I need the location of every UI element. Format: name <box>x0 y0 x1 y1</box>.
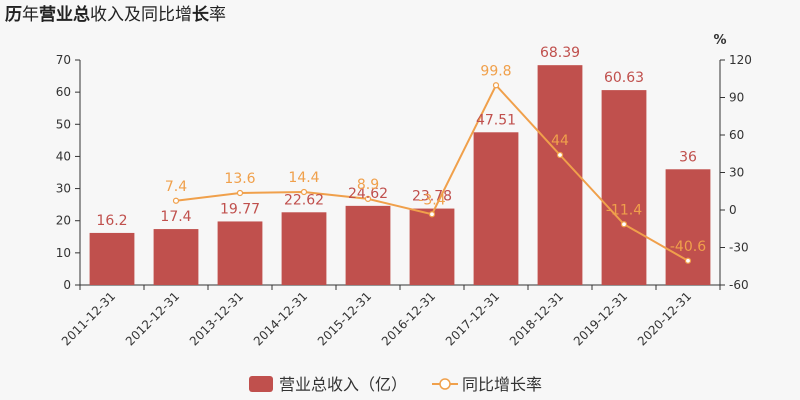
title-part: 历 <box>5 5 22 25</box>
x-tick-label: 2014-12-31 <box>251 289 310 348</box>
left-tick-label: 0 <box>63 278 71 292</box>
growth-point <box>364 195 372 202</box>
growth-point <box>492 82 500 89</box>
right-tick-label: 90 <box>729 91 744 105</box>
bar-value-label: 60.63 <box>604 70 644 86</box>
right-tick-label: 60 <box>729 128 744 142</box>
bar-value-label: 17.4 <box>160 209 191 225</box>
left-tick-label: 20 <box>56 214 71 228</box>
growth-value-label: 14.4 <box>288 170 319 186</box>
left-tick-label: 60 <box>56 85 71 99</box>
bar-value-label: 24.62 <box>348 186 388 202</box>
x-tick-label: 2020-12-31 <box>635 289 694 348</box>
right-axis-unit: % <box>713 33 726 48</box>
x-tick-label: 2016-12-31 <box>379 289 438 348</box>
left-tick-label: 70 <box>56 53 71 67</box>
bar <box>281 212 327 285</box>
bar-value-label: 36 <box>679 149 697 165</box>
bar <box>153 229 199 285</box>
bar-value-label: 23.78 <box>412 189 452 205</box>
growth-value-label: -11.4 <box>606 202 642 218</box>
x-tick-label: 2013-12-31 <box>187 289 246 348</box>
legend-bar-label: 营业总收入（亿） <box>279 375 407 394</box>
x-tick-label: 2018-12-31 <box>507 289 566 348</box>
bar-value-label: 68.39 <box>540 45 580 61</box>
bar-value-label: 22.62 <box>284 192 324 208</box>
growth-value-label: 7.4 <box>165 179 187 195</box>
bar <box>665 169 711 285</box>
growth-point <box>428 211 436 218</box>
x-tick-label: 2011-12-31 <box>59 289 118 348</box>
growth-value-label: -40.6 <box>670 239 706 255</box>
x-tick-label: 2015-12-31 <box>315 289 374 348</box>
right-tick-label: 0 <box>729 203 737 217</box>
bar-value-label: 47.51 <box>476 112 516 128</box>
bar <box>601 90 647 285</box>
bar <box>409 208 455 285</box>
right-tick-label: -30 <box>729 241 749 255</box>
bar-value-label: 19.77 <box>220 201 260 217</box>
title-part: 长 <box>192 4 210 25</box>
x-tick-label: 2019-12-31 <box>571 289 630 348</box>
plot-area: 0 10 20 30 40 50 60 70 -60 -30 0 30 60 90 120% 2011-12-… <box>56 33 752 394</box>
bar <box>345 205 391 285</box>
growth-value-label: 99.8 <box>480 63 511 79</box>
x-tick-label: 2012-12-31 <box>123 289 182 348</box>
right-tick-label: 30 <box>729 166 744 180</box>
bar <box>217 221 263 285</box>
title-part: 营业总 <box>39 4 90 25</box>
growth-point <box>236 189 244 197</box>
growth-point <box>300 188 308 196</box>
bar-value-label: 16.2 <box>96 213 127 229</box>
growth-value-label: 44 <box>551 133 569 149</box>
left-tick-label: 10 <box>56 246 71 260</box>
growth-point <box>172 197 180 204</box>
x-tick-label: 2017-12-31 <box>443 289 502 348</box>
bar <box>473 132 519 285</box>
left-tick-label: 30 <box>56 182 71 196</box>
legend-line-marker <box>439 378 451 390</box>
title-part: 年 <box>22 5 39 25</box>
left-tick-label: 50 <box>56 117 71 131</box>
right-tick-label: -60 <box>729 278 749 292</box>
left-tick-label: 40 <box>56 149 71 163</box>
title-part: 率 <box>209 5 226 25</box>
chart-title: 历年营业总收入及同比增长率 <box>5 4 226 25</box>
right-tick-label: 120 <box>729 53 752 67</box>
growth-value-label: -3.4 <box>418 192 445 208</box>
legend-bar-swatch <box>249 376 273 392</box>
growth-point <box>620 221 628 228</box>
growth-point <box>556 151 564 159</box>
legend-line-label: 同比增长率 <box>462 375 542 394</box>
bar <box>537 65 583 285</box>
bar <box>89 232 135 285</box>
growth-point <box>684 257 692 264</box>
growth-value-label: 8.9 <box>357 177 379 193</box>
title-part: 收入及同比增 <box>90 5 192 25</box>
growth-value-label: 13.6 <box>224 171 255 187</box>
